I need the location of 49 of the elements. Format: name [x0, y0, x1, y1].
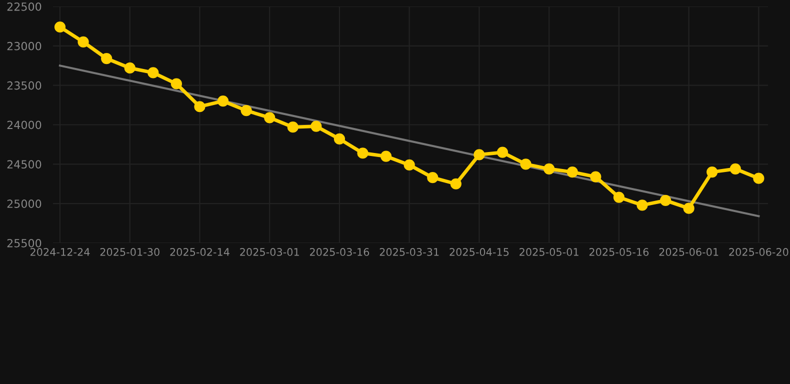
x-tick-label: 2024-12-24 [30, 248, 90, 256]
point [706, 166, 718, 178]
point [170, 78, 182, 90]
point [194, 101, 206, 112]
x-tick-label: 2025-05-16 [589, 248, 649, 256]
point [148, 67, 159, 78]
x-tick-label: 2025-06-01 [659, 248, 718, 256]
point [427, 172, 438, 184]
point [54, 21, 66, 33]
point [474, 149, 485, 160]
x-tick-label: 2025-04-15 [450, 248, 509, 256]
point [404, 159, 415, 171]
y-tick-label: 23000 [7, 42, 42, 50]
y-tick-label: 25500 [7, 238, 42, 248]
point [636, 200, 648, 211]
point [357, 148, 368, 159]
y-tick-label: 24000 [7, 120, 42, 130]
point [264, 112, 276, 124]
point [101, 52, 112, 64]
y-tick-label: 23500 [7, 81, 42, 90]
point [310, 120, 322, 132]
point [613, 192, 624, 203]
x-tick-label: 2025-06-20 [729, 248, 788, 256]
point [590, 171, 602, 182]
point [240, 105, 252, 116]
point [660, 194, 672, 206]
point [217, 96, 229, 107]
y-tick-label: 25000 [7, 200, 42, 208]
point [683, 202, 694, 214]
point [753, 172, 764, 184]
point [520, 158, 532, 170]
x-tick-label: 2025-05-01 [520, 248, 578, 256]
x-tick-label: 2025-03-16 [310, 248, 370, 256]
point [496, 146, 508, 158]
x-tick-label: 2025-02-14 [170, 248, 230, 256]
point [334, 133, 346, 144]
point [730, 163, 741, 174]
point [287, 122, 298, 133]
y-tick-label: 22500 [7, 2, 42, 11]
x-tick-label: 2025-03-31 [380, 248, 439, 256]
point [380, 150, 392, 162]
point [124, 62, 136, 74]
point [450, 178, 462, 190]
x-tick-label: 2025-01-30 [100, 248, 160, 256]
x-tick-label: 2025-03-01 [240, 248, 299, 256]
point [544, 163, 555, 174]
point [566, 166, 578, 178]
y-tick-label: 24500 [7, 160, 42, 169]
point [78, 36, 89, 48]
